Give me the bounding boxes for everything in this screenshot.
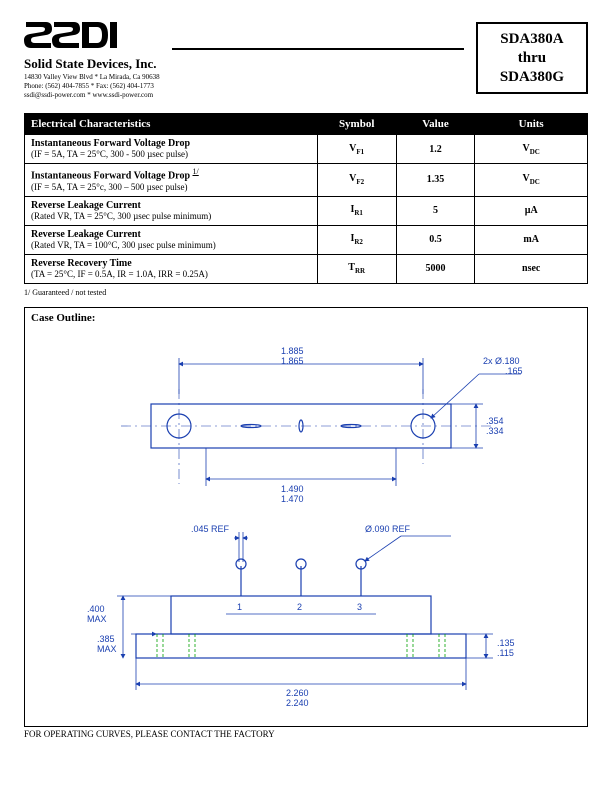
pin-label-1: 1 — [237, 602, 242, 612]
svg-text:.165: .165 — [505, 366, 523, 376]
cell-value: 5 — [396, 196, 475, 225]
table-row: Reverse Recovery Time(TA = 25°C, IF = 0.… — [25, 254, 588, 283]
cell-value: 0.5 — [396, 225, 475, 254]
table-footnote: 1/ Guaranteed / not tested — [24, 288, 588, 297]
svg-text:2x Ø.180: 2x Ø.180 — [483, 356, 520, 366]
table-row: Reverse Leakage Current(Rated VR, TA = 2… — [25, 196, 588, 225]
table-row: Reverse Leakage Current(Rated VR, TA = 1… — [25, 225, 588, 254]
dim-height-max-1: .400 — [87, 604, 105, 614]
bottom-note: FOR OPERATING CURVES, PLEASE CONTACT THE… — [24, 729, 588, 739]
part-number-box: SDA380A thru SDA380G — [476, 22, 588, 94]
cell-units: µA — [475, 196, 588, 225]
pin-label-3: 3 — [357, 602, 362, 612]
company-name: Solid State Devices, Inc. — [24, 56, 160, 72]
cell-characteristic: Reverse Recovery Time(TA = 25°C, IF = 0.… — [25, 254, 318, 283]
case-outline-drawing: 1.885 1.865 2x Ø.180 .165 .354 .334 1.49… — [31, 324, 579, 719]
cell-symbol: IR1 — [317, 196, 396, 225]
dim-pin-ref: .045 REF — [191, 524, 230, 534]
case-outline-title: Case Outline: — [31, 312, 581, 324]
dim-base-thick-1: .135 — [497, 638, 515, 648]
case-outline-box: Case Outline: — [24, 307, 588, 727]
cell-units: VDC — [475, 164, 588, 196]
dim-inner-2: 1.470 — [281, 494, 304, 504]
header-rule — [172, 48, 464, 50]
cell-symbol: IR2 — [317, 225, 396, 254]
cell-characteristic: Reverse Leakage Current(Rated VR, TA = 2… — [25, 196, 318, 225]
dim-side-length-2: 2.240 — [286, 698, 309, 708]
dim-top-height-2: .334 — [486, 426, 504, 436]
cell-value: 5000 — [396, 254, 475, 283]
cell-value: 1.2 — [396, 135, 475, 164]
cell-symbol: VF1 — [317, 135, 396, 164]
dim-top-length-1: 1.885 — [281, 346, 304, 356]
dim-base-max-1: .385 — [97, 634, 115, 644]
pin-label-2: 2 — [297, 602, 302, 612]
electrical-characteristics-table: Electrical Characteristics Symbol Value … — [24, 113, 588, 283]
dim-base-thick-2: .115 — [497, 648, 514, 658]
cell-characteristic: Instantaneous Forward Voltage Drop 1/(IF… — [25, 164, 318, 196]
cell-units: mA — [475, 225, 588, 254]
cell-units: nsec — [475, 254, 588, 283]
ssdi-logo — [24, 18, 120, 54]
dim-base-max-2: MAX — [97, 644, 117, 654]
dim-height-max-2: MAX — [87, 614, 107, 624]
cell-units: VDC — [475, 135, 588, 164]
col-symbol: Symbol — [317, 114, 396, 135]
col-characteristics: Electrical Characteristics — [25, 114, 318, 135]
dim-hole-ref: Ø.090 REF — [365, 524, 411, 534]
header: Solid State Devices, Inc. 14830 Valley V… — [24, 18, 588, 99]
table-row: Instantaneous Forward Voltage Drop 1/(IF… — [25, 164, 588, 196]
col-units: Units — [475, 114, 588, 135]
table-row: Instantaneous Forward Voltage Drop(IF = … — [25, 135, 588, 164]
company-address: 14830 Valley View Blvd * La Mirada, Ca 9… — [24, 73, 160, 99]
dim-top-length-2: 1.865 — [281, 356, 304, 366]
cell-symbol: TRR — [317, 254, 396, 283]
col-value: Value — [396, 114, 475, 135]
dim-top-height-1: .354 — [486, 416, 504, 426]
cell-characteristic: Reverse Leakage Current(Rated VR, TA = 1… — [25, 225, 318, 254]
cell-value: 1.35 — [396, 164, 475, 196]
dim-side-length-1: 2.260 — [286, 688, 309, 698]
dim-inner-1: 1.490 — [281, 484, 304, 494]
cell-symbol: VF2 — [317, 164, 396, 196]
cell-characteristic: Instantaneous Forward Voltage Drop(IF = … — [25, 135, 318, 164]
company-block: Solid State Devices, Inc. 14830 Valley V… — [24, 18, 160, 99]
